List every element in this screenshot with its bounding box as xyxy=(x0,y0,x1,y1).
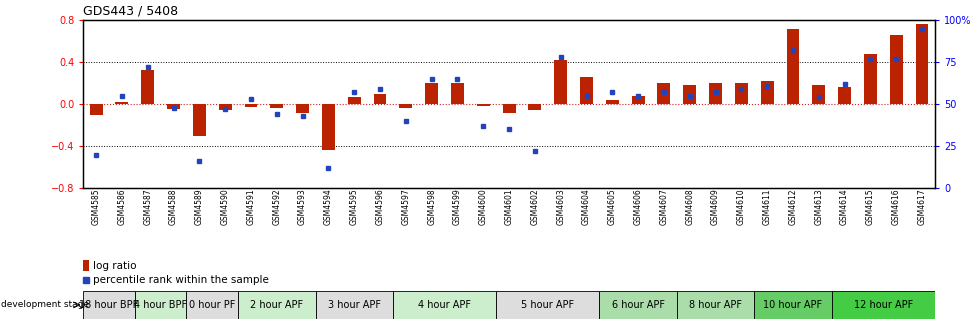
Text: 12 hour APF: 12 hour APF xyxy=(853,300,912,310)
Text: GSM4591: GSM4591 xyxy=(246,188,255,225)
Bar xyxy=(451,83,464,104)
Bar xyxy=(238,291,315,319)
Bar xyxy=(605,100,618,104)
Text: 8 hour APF: 8 hour APF xyxy=(689,300,741,310)
Bar xyxy=(392,291,496,319)
Bar xyxy=(863,54,876,104)
Bar xyxy=(322,104,334,151)
Bar xyxy=(347,97,360,104)
Bar xyxy=(374,94,386,104)
Text: GSM4590: GSM4590 xyxy=(220,188,230,225)
Text: GSM4608: GSM4608 xyxy=(685,188,693,225)
Bar xyxy=(889,35,902,104)
Bar xyxy=(631,96,644,104)
Text: GSM4604: GSM4604 xyxy=(581,188,591,225)
Bar xyxy=(657,83,670,104)
Bar xyxy=(785,29,799,104)
Bar xyxy=(193,104,205,136)
Text: GSM4586: GSM4586 xyxy=(117,188,126,225)
Bar xyxy=(683,85,695,104)
Text: GSM4599: GSM4599 xyxy=(453,188,462,225)
Text: 6 hour APF: 6 hour APF xyxy=(611,300,664,310)
Text: GSM4601: GSM4601 xyxy=(504,188,513,225)
Text: 5 hour APF: 5 hour APF xyxy=(520,300,574,310)
Text: 0 hour PF: 0 hour PF xyxy=(189,300,236,310)
Bar xyxy=(579,77,593,104)
Bar xyxy=(115,102,128,104)
Bar xyxy=(83,291,135,319)
Bar xyxy=(244,104,257,107)
Bar xyxy=(315,291,392,319)
Text: GSM4593: GSM4593 xyxy=(297,188,307,225)
Text: GSM4605: GSM4605 xyxy=(607,188,616,225)
Text: GSM4612: GSM4612 xyxy=(787,188,797,225)
Bar xyxy=(599,291,676,319)
Bar xyxy=(476,104,489,106)
Bar xyxy=(270,104,283,109)
Text: GSM4600: GSM4600 xyxy=(478,188,487,225)
Text: GSM4603: GSM4603 xyxy=(556,188,564,225)
Text: GSM4596: GSM4596 xyxy=(376,188,384,225)
Text: 3 hour APF: 3 hour APF xyxy=(328,300,380,310)
Text: GSM4616: GSM4616 xyxy=(891,188,900,225)
Bar xyxy=(554,60,566,104)
Text: GSM4587: GSM4587 xyxy=(143,188,153,225)
Bar xyxy=(760,81,773,104)
Text: 10 hour APF: 10 hour APF xyxy=(763,300,822,310)
Text: 4 hour BPF: 4 hour BPF xyxy=(134,300,187,310)
Bar xyxy=(496,291,599,319)
Text: GSM4588: GSM4588 xyxy=(169,188,178,225)
Bar xyxy=(295,104,309,113)
Text: development stage: development stage xyxy=(1,300,89,309)
Bar xyxy=(399,104,412,109)
Text: GDS443 / 5408: GDS443 / 5408 xyxy=(83,5,178,17)
Bar xyxy=(90,104,103,115)
Text: percentile rank within the sample: percentile rank within the sample xyxy=(93,275,268,285)
Text: GSM4617: GSM4617 xyxy=(916,188,925,225)
Bar xyxy=(218,104,232,111)
Bar xyxy=(135,291,186,319)
Bar xyxy=(141,70,154,104)
Text: 18 hour BPF: 18 hour BPF xyxy=(79,300,139,310)
Bar xyxy=(167,104,180,110)
Bar xyxy=(753,291,831,319)
Bar xyxy=(708,83,721,104)
Text: 4 hour APF: 4 hour APF xyxy=(418,300,470,310)
Text: GSM4594: GSM4594 xyxy=(324,188,333,225)
Text: GSM4615: GSM4615 xyxy=(865,188,874,225)
Text: GSM4592: GSM4592 xyxy=(272,188,281,225)
Text: GSM4611: GSM4611 xyxy=(762,188,771,225)
Bar xyxy=(914,25,927,104)
Bar xyxy=(186,291,238,319)
Bar xyxy=(424,83,437,104)
Text: GSM4598: GSM4598 xyxy=(426,188,436,225)
Bar xyxy=(734,83,747,104)
Text: GSM4597: GSM4597 xyxy=(401,188,410,225)
Bar xyxy=(676,291,753,319)
Text: GSM4614: GSM4614 xyxy=(839,188,848,225)
Bar xyxy=(83,260,89,271)
Text: GSM4607: GSM4607 xyxy=(659,188,668,225)
Bar xyxy=(812,85,824,104)
Text: GSM4589: GSM4589 xyxy=(195,188,203,225)
Text: GSM4613: GSM4613 xyxy=(814,188,822,225)
Text: GSM4606: GSM4606 xyxy=(633,188,642,225)
Bar xyxy=(831,291,934,319)
Text: GSM4595: GSM4595 xyxy=(349,188,358,225)
Bar xyxy=(528,104,541,111)
Bar xyxy=(502,104,515,113)
Bar xyxy=(837,87,850,104)
Text: GSM4602: GSM4602 xyxy=(530,188,539,225)
Text: log ratio: log ratio xyxy=(93,260,136,270)
Text: GSM4585: GSM4585 xyxy=(92,188,101,225)
Text: 2 hour APF: 2 hour APF xyxy=(250,300,303,310)
Text: GSM4609: GSM4609 xyxy=(710,188,720,225)
Text: GSM4610: GSM4610 xyxy=(736,188,745,225)
